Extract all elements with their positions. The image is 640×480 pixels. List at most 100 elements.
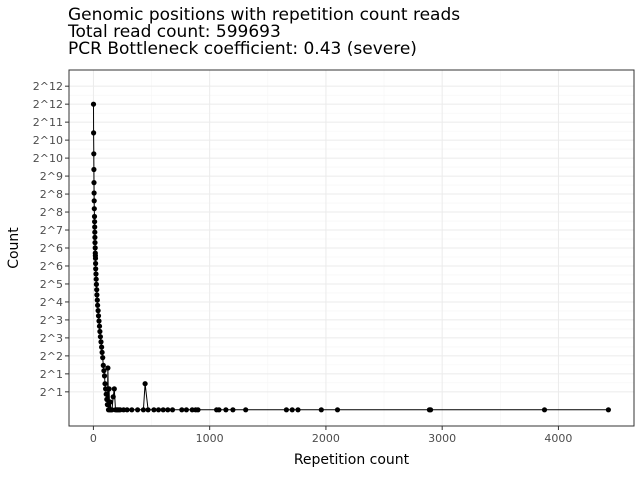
y-tick-label: 2^1 <box>40 368 63 381</box>
y-tick-label: 2^10 <box>33 152 63 165</box>
data-point <box>99 344 105 350</box>
data-point <box>334 407 341 413</box>
data-point <box>96 318 102 324</box>
x-tick-label: 0 <box>90 432 97 445</box>
y-tick-label: 2^5 <box>40 278 63 291</box>
y-tick-label: 2^7 <box>40 224 63 237</box>
data-point <box>94 287 100 293</box>
y-tick-label: 2^10 <box>33 134 63 147</box>
y-tick-label: 2^1 <box>40 386 63 399</box>
x-axis: 0 1000 2000 3000 4000 <box>90 426 572 445</box>
data-point <box>106 386 112 392</box>
data-point <box>100 362 106 368</box>
data-point <box>142 381 148 387</box>
data-point <box>140 407 146 413</box>
data-point <box>100 355 106 361</box>
y-tick-label: 2^6 <box>40 260 63 273</box>
data-point <box>95 302 101 308</box>
y-tick-label: 2^8 <box>40 188 63 201</box>
data-point <box>428 407 434 413</box>
data-point <box>283 407 289 413</box>
data-point <box>223 407 229 413</box>
data-point <box>605 407 612 413</box>
data-point <box>110 394 116 400</box>
data-point <box>155 407 162 413</box>
data-point <box>183 407 189 413</box>
y-axis: 2^1 2^1 2^2 2^3 2^3 2^4 2^5 2^6 2^6 2^7 2^8 2^8 2^9 2… <box>33 80 69 399</box>
y-tick-label: 2^8 <box>40 206 63 219</box>
data-point <box>160 407 166 413</box>
data-point <box>98 339 104 345</box>
data-point <box>91 180 97 186</box>
data-point <box>99 349 105 355</box>
data-point <box>92 219 98 225</box>
data-point <box>230 407 236 413</box>
data-point <box>169 407 176 413</box>
data-point <box>129 407 135 413</box>
data-point <box>93 281 99 287</box>
data-point <box>105 365 111 371</box>
data-point <box>91 130 97 136</box>
data-point <box>151 407 157 413</box>
y-tick-label: 2^3 <box>40 332 63 345</box>
x-tick-label: 2000 <box>312 432 340 445</box>
y-tick-label: 2^3 <box>40 314 63 327</box>
y-tick-label: 2^4 <box>40 296 63 309</box>
title-line: Genomic positions with repetition count … <box>68 5 460 25</box>
data-point <box>95 308 101 314</box>
series-layer <box>90 101 612 413</box>
data-point <box>101 368 107 374</box>
data-point <box>97 328 103 335</box>
x-tick-label: 4000 <box>544 432 572 445</box>
x-axis-title: Repetition count <box>294 452 410 468</box>
data-point <box>91 206 97 212</box>
data-point <box>103 391 109 397</box>
data-point <box>92 234 98 240</box>
y-tick-label: 2^12 <box>33 98 63 111</box>
data-point <box>243 407 249 413</box>
data-point <box>289 407 295 413</box>
data-point <box>92 255 99 261</box>
title-line: PCR Bottleneck coefficient: 0.43 (severe… <box>68 39 417 59</box>
y-tick-label: 2^9 <box>40 170 63 183</box>
y-tick-label: 2^12 <box>33 80 63 93</box>
data-point <box>145 407 151 413</box>
data-point <box>95 313 102 319</box>
data-point <box>90 101 97 107</box>
title-line: Total read count: 599693 <box>67 22 281 42</box>
data-point <box>97 334 103 340</box>
data-point <box>111 386 117 392</box>
data-point <box>91 151 97 157</box>
data-point <box>295 407 301 413</box>
y-tick-label: 2^2 <box>40 350 63 363</box>
data-point <box>195 407 201 413</box>
data-point <box>92 240 98 246</box>
y-tick-label: 2^11 <box>33 116 63 129</box>
data-point <box>93 276 99 282</box>
data-point <box>91 190 97 196</box>
y-axis-title: Count <box>6 227 22 269</box>
data-point <box>107 399 113 405</box>
data-point <box>541 407 548 413</box>
data-point <box>102 381 108 387</box>
data-point <box>93 266 99 272</box>
data-point <box>318 407 324 413</box>
y-tick-label: 2^6 <box>40 242 63 255</box>
data-point <box>92 229 98 235</box>
data-point <box>179 407 185 413</box>
x-tick-label: 1000 <box>196 432 224 445</box>
data-point <box>124 407 130 413</box>
data-point <box>135 407 141 413</box>
data-point <box>94 297 100 303</box>
data-point <box>92 245 98 251</box>
data-point <box>96 323 103 329</box>
data-point <box>101 373 108 379</box>
grid-major <box>69 70 634 426</box>
grid-minor <box>69 70 634 426</box>
data-point <box>93 271 99 277</box>
data-point <box>165 407 171 413</box>
chart-title: Genomic positions with repetition count … <box>67 5 460 59</box>
data-point <box>94 292 100 298</box>
data-point <box>216 407 222 413</box>
